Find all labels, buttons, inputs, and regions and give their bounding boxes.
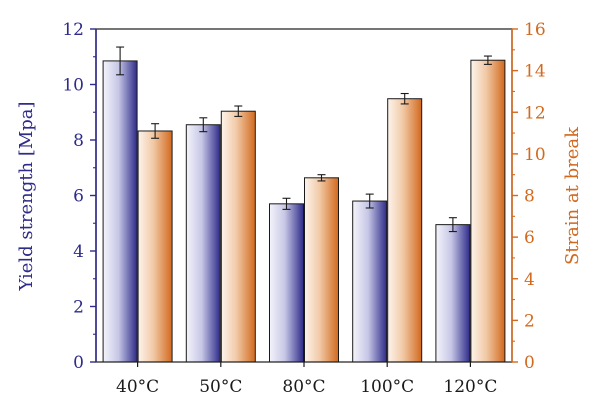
bars-layer — [102, 59, 506, 363]
right-tick-label: 8 — [524, 187, 535, 207]
right-tick-label: 0 — [524, 353, 535, 373]
left-tick-label: 0 — [73, 353, 84, 373]
bar-yield-strength-3 — [269, 203, 304, 363]
error-bar-strain-at-break-4 — [400, 92, 409, 105]
left-tick-label: 10 — [62, 76, 84, 96]
x-tick-label: 100°C — [360, 377, 414, 397]
error-bars-layer — [116, 46, 492, 233]
left-tick-label: 2 — [73, 298, 84, 318]
error-bar-yield-strength-1 — [116, 46, 125, 76]
right-tick-label: 10 — [524, 145, 546, 165]
bar-yield-strength-2 — [185, 124, 221, 363]
bar-yield-strength-4 — [352, 200, 388, 363]
x-tick-label: 120°C — [443, 377, 497, 397]
left-tick-label: 6 — [73, 187, 84, 207]
error-bar-strain-at-break-2 — [234, 105, 243, 117]
bar-strain-at-break-1 — [137, 130, 173, 363]
right-tick-label: 12 — [524, 103, 546, 123]
x-tick-label: 40°C — [116, 377, 159, 397]
x-tick-label: 80°C — [282, 377, 325, 397]
error-bar-strain-at-break-5 — [483, 55, 492, 65]
left-tick-label: 12 — [62, 20, 84, 40]
ticks-layer: 40°C 50°C 80°C 100°C 120°C 0 2 4 6 8 10 12 0 2 4 6 8 10 12… — [62, 20, 545, 397]
bar-strain-at-break-3 — [304, 177, 339, 363]
error-bar-yield-strength-2 — [199, 117, 208, 133]
right-tick-label: 14 — [524, 62, 546, 82]
right-tick-label: 16 — [524, 20, 546, 40]
error-bar-yield-strength-4 — [365, 193, 374, 209]
bar-strain-at-break-2 — [220, 110, 256, 363]
error-bar-strain-at-break-3 — [317, 174, 326, 182]
error-bar-yield-strength-5 — [448, 217, 457, 233]
right-tick-label: 4 — [524, 270, 535, 290]
bar-yield-strength-1 — [102, 60, 138, 363]
left-axis-title: Yield strength [Mpa] — [16, 101, 37, 291]
left-tick-label: 8 — [73, 131, 84, 151]
left-tick-label: 4 — [73, 242, 84, 262]
bar-strain-at-break-4 — [387, 98, 423, 363]
right-tick-label: 2 — [524, 311, 535, 331]
bar-strain-at-break-5 — [470, 59, 506, 363]
bar-yield-strength-5 — [435, 224, 471, 363]
x-tick-label: 50°C — [199, 377, 242, 397]
error-bar-yield-strength-3 — [282, 197, 291, 210]
right-axis-title: Strain at break — [562, 126, 583, 265]
right-tick-label: 6 — [524, 228, 535, 248]
error-bar-strain-at-break-1 — [151, 123, 160, 139]
